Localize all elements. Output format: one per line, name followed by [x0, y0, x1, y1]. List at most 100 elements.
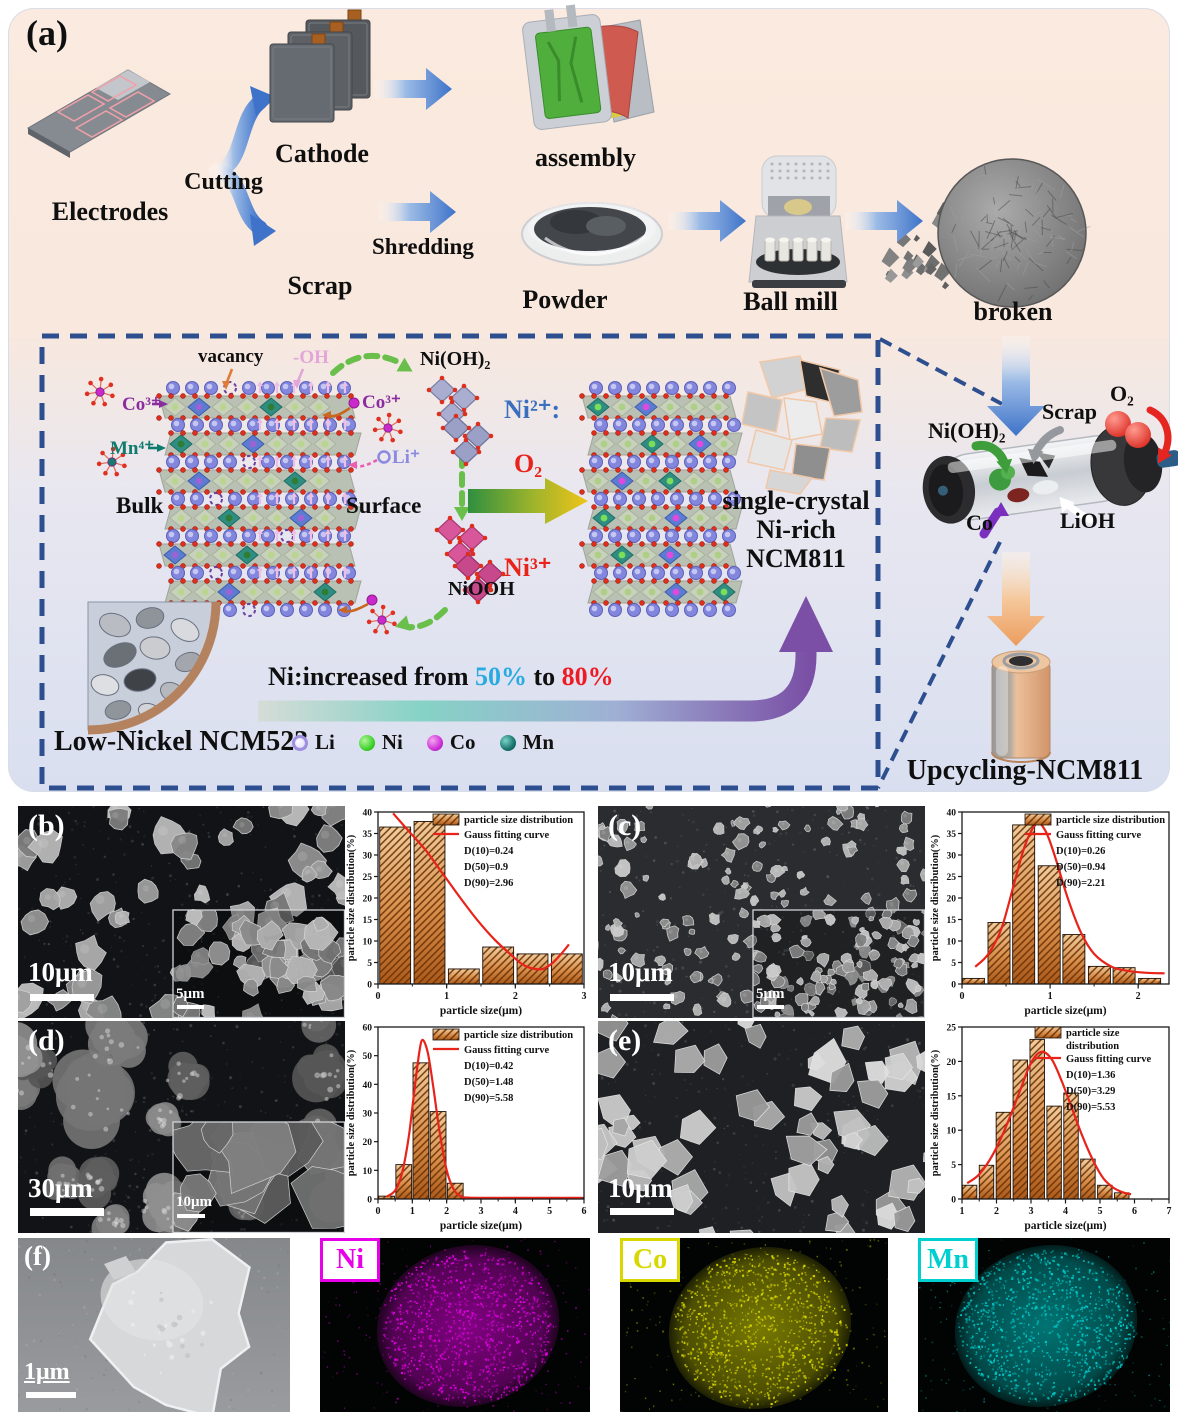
li-sphere-icon	[292, 734, 308, 751]
scalebar-f	[26, 1392, 76, 1398]
reactor-nioh2-label: Ni(OH)₂	[928, 418, 1006, 443]
step-cutting-label: Cutting	[184, 169, 263, 195]
svg-text:Gauss fitting curve: Gauss fitting curve	[464, 830, 550, 841]
svg-text:1: 1	[410, 1206, 415, 1217]
svg-text:10: 10	[947, 938, 957, 948]
legend-co-label: Co	[449, 730, 476, 754]
svg-text:particle size(μm): particle size(μm)	[440, 1220, 522, 1232]
o2-reaction-arrow	[468, 478, 588, 524]
svg-text:5: 5	[1098, 1206, 1103, 1217]
svg-text:particle size distribution: particle size distribution	[464, 1030, 573, 1041]
ion-star-mn-left	[96, 446, 127, 477]
scalebar-c-inset	[757, 1005, 784, 1009]
svg-text:2: 2	[994, 1206, 999, 1217]
nioh2-cluster-bottom	[440, 413, 494, 467]
panel-e-label: (e)	[608, 1024, 642, 1057]
legend-ni-label: Ni	[381, 730, 403, 754]
reactor-scrap-label: Scrap	[1042, 399, 1097, 424]
niooh-cluster-bottom	[452, 551, 506, 605]
ncm523-lattice	[156, 381, 362, 617]
scalebar-b-inset	[177, 1005, 204, 1009]
step-cathode-label: Cathode	[275, 139, 369, 168]
co-sphere-icon	[426, 734, 443, 751]
svg-text:30: 30	[363, 1110, 373, 1120]
hydroxyl-label: -OH	[293, 347, 329, 368]
svg-text:40: 40	[363, 1081, 373, 1091]
eds-label-ni: Ni	[320, 1238, 380, 1282]
svg-text:30: 30	[363, 852, 373, 862]
step-broken-label: broken	[973, 297, 1053, 326]
svg-text:20: 20	[947, 895, 957, 905]
panel-a-label: (a)	[26, 13, 68, 53]
svg-text:D(90)=2.96: D(90)=2.96	[464, 878, 513, 889]
svg-text:Gauss fitting curve: Gauss fitting curve	[1056, 830, 1142, 841]
svg-text:particle size(μm): particle size(μm)	[1024, 1220, 1106, 1232]
svg-text:15: 15	[947, 916, 957, 926]
powder-icon	[521, 202, 663, 266]
product-line1: single-crystal	[722, 486, 870, 515]
scale-d: 30μm	[28, 1173, 93, 1203]
chart-b: 0 5 10 15 20 25 30 35 40 0 1 2 3 particle size(μm) par…	[346, 809, 587, 1018]
svg-text:6: 6	[1132, 1206, 1137, 1217]
ni-increase-from: 50%	[475, 662, 527, 691]
nioh2-mech-label: Ni(OH)₂	[420, 348, 491, 370]
battery-icon	[991, 650, 1051, 763]
svg-text:D(50)=1.48: D(50)=1.48	[464, 1077, 513, 1088]
low-nickel-label: Low-Nickel NCM523	[54, 726, 309, 757]
polycrystal-cross-section-icon	[87, 601, 221, 735]
ball-mill-icon	[748, 155, 848, 288]
cutting-arrows-icon	[208, 86, 276, 246]
niooh-label: NiOOH	[448, 578, 515, 600]
upcycling-product-label: Upcycling-NCM811	[906, 755, 1144, 786]
svg-text:4: 4	[1063, 1206, 1068, 1217]
svg-text:2: 2	[1136, 991, 1141, 1002]
svg-text:D(90)=5.53: D(90)=5.53	[1066, 1102, 1115, 1113]
ni-increase-mid: to	[527, 662, 562, 691]
panel-b-label: (b)	[28, 809, 65, 842]
chart-e: 0 5 10 15 20 25 1 2 3 4 5 6 7 particle size(μm) partic…	[930, 1024, 1172, 1233]
panel-c-label: (c)	[608, 809, 642, 842]
svg-text:particle size distribution(%): particle size distribution(%)	[346, 1049, 357, 1176]
svg-text:particle size: particle size	[1066, 1028, 1120, 1039]
step-scrap-label: Scrap	[287, 271, 353, 300]
step-ball-mill-label: Ball mill	[743, 287, 838, 316]
svg-text:D(90)=5.58: D(90)=5.58	[464, 1093, 513, 1104]
legend-item-ni: Ni	[358, 730, 403, 755]
svg-text:35: 35	[947, 830, 957, 840]
svg-text:5: 5	[547, 1206, 552, 1217]
svg-text:20: 20	[363, 1138, 373, 1148]
svg-text:7: 7	[1167, 1206, 1172, 1217]
svg-text:1: 1	[960, 1206, 965, 1217]
reactor-lioh-label: LiOH	[1060, 508, 1116, 533]
svg-text:2: 2	[444, 1206, 449, 1217]
panel-a-artwork	[26, 4, 1178, 791]
svg-text:10: 10	[363, 1167, 373, 1177]
svg-text:particle size distribution(%): particle size distribution(%)	[930, 1049, 941, 1176]
svg-text:60: 60	[363, 1024, 373, 1034]
legend-mn-label: Mn	[522, 730, 555, 754]
bulk-label: Bulk	[116, 493, 164, 518]
step-powder-label: Powder	[522, 285, 608, 314]
svg-text:Gauss fitting curve: Gauss fitting curve	[464, 1045, 550, 1056]
svg-text:2: 2	[513, 991, 518, 1002]
svg-text:D(10)=0.26: D(10)=0.26	[1056, 846, 1105, 857]
scale-e: 10μm	[608, 1173, 673, 1203]
svg-text:30: 30	[947, 852, 957, 862]
element-legend: Li Ni Co Mn	[292, 730, 554, 755]
svg-text:particle size distribution: particle size distribution	[1056, 815, 1165, 826]
scalebar-e	[610, 1208, 674, 1215]
eds-map-ni	[320, 1238, 590, 1412]
scale-b-inset: 5μm	[176, 986, 205, 1002]
product-line2: Ni-rich	[756, 515, 836, 544]
svg-text:40: 40	[947, 809, 957, 819]
broken-sphere-icon	[881, 158, 1091, 308]
svg-text:10: 10	[363, 938, 373, 948]
scale-b: 10μm	[28, 957, 93, 987]
svg-text:4: 4	[513, 1206, 518, 1217]
svg-text:particle size distribution(%): particle size distribution(%)	[930, 834, 941, 961]
svg-text:20: 20	[363, 895, 373, 905]
ni-increase-to: 80%	[561, 662, 614, 691]
ncm811-lattice	[579, 381, 743, 617]
svg-text:3: 3	[479, 1206, 484, 1217]
